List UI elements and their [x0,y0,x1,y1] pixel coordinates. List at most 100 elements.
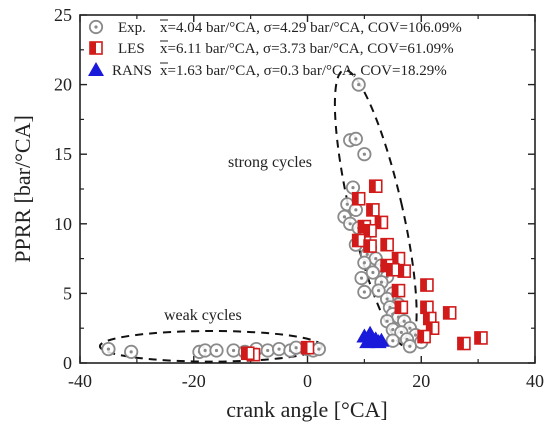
exp-point-dot [376,289,381,293]
legend-les-marker-fill [90,42,96,54]
les-point-fill [392,284,399,297]
x-axis-label: crank angle [°CA] [226,397,388,422]
les-point-fill [301,341,308,354]
exp-point-dot [317,347,321,351]
les-point [394,300,409,315]
exp-point-dot [294,346,298,350]
exp-point [357,255,372,270]
les-point [300,340,315,355]
exp-point-dot [402,319,406,323]
exp-point [226,343,241,358]
les-point [374,215,389,230]
exp-point-dot [362,261,366,265]
les-series [240,179,488,362]
les-point [366,203,380,217]
exp-point-dot [379,280,384,284]
exp-point [271,341,287,357]
legend-exp-stats: x=4.04 bar/°CA, σ=4.29 bar/°CA, COV=106.… [160,20,462,36]
les-point-fill [381,259,388,272]
exp-point-dot [357,83,361,87]
les-point [363,239,377,253]
les-point [240,346,255,361]
legend-exp-marker-dot [94,25,98,29]
y-tick-label: 25 [54,5,72,25]
les-point-fill [395,301,402,314]
exp-point [260,343,275,358]
exp-point [357,147,372,162]
exp-point-dot [345,202,349,206]
legend-entry-rans: RANS x=1.63 bar/°CA, σ=0.3 bar/°CA, COV=… [88,62,447,79]
les-point-fill [352,192,359,205]
les-point-fill [474,331,481,344]
les-point [391,283,406,298]
les-point [457,336,471,351]
exp-point-dot [413,333,418,337]
les-point-fill [381,238,388,251]
exp-point [371,283,386,298]
x-tick-label: -20 [182,371,206,391]
exp-point-dot [408,326,412,330]
les-point-fill [241,347,248,360]
les-point [417,329,431,344]
les-point-fill [375,216,382,229]
exp-point-dot [359,276,364,280]
legend-entry-exp: Exp. x=4.04 bar/°CA, σ=4.29 bar/°CA, COV… [88,19,462,36]
les-point-fill [364,224,371,237]
les-point-fill [366,203,373,216]
legend-rans-marker [88,62,104,76]
exp-point-dot [231,348,236,353]
exp-point-dot [385,319,389,323]
les-point [391,251,406,266]
rans-series [356,325,390,349]
exp-point-dot [129,350,133,354]
exp-point [351,77,366,92]
exp-point-dot [277,347,281,351]
les-point-fill [398,265,405,278]
les-point-fill [443,306,450,319]
exp-point-dot [391,339,395,343]
x-tick-label: 0 [303,371,312,391]
les-point-fill [352,234,359,247]
les-point [397,264,411,278]
les-point-fill [420,301,427,314]
exp-point-dot [391,327,395,332]
les-point-fill [364,240,371,253]
exp-point [124,344,139,359]
exp-point [354,270,369,286]
les-point [380,237,394,252]
y-axis-label: PPRR [bar/°CA] [10,115,35,263]
exp-point-dot [351,186,355,190]
exp-point-dot [106,347,111,351]
x-tick-label: 40 [526,371,544,391]
y-tick-label: 15 [54,144,72,164]
les-point-fill [420,279,427,292]
y-tick-label: 5 [63,283,72,303]
les-point-fill [457,337,464,350]
les-point [363,223,377,238]
exp-point-dot [354,137,358,141]
exp-point-dot [214,348,219,353]
exp-point-dot [348,222,352,226]
exp-point [357,284,372,300]
y-tick-label: 20 [54,75,72,95]
legend: Exp. x=4.04 bar/°CA, σ=4.29 bar/°CA, COV… [88,19,462,79]
y-tick-label: 0 [63,353,72,373]
legend-rans-stats: x=1.63 bar/°CA, σ=0.3 bar/°CA, COV=18.29… [160,63,447,79]
les-point [351,191,366,206]
exp-point [365,265,381,280]
exp-point-dot [365,252,369,257]
annotation-strong-cycles: strong cycles [228,154,312,171]
les-point-fill [418,330,425,343]
legend-entry-les: LES x=6.11 bar/°CA, σ=3.73 bar/°CA, COV=… [89,40,454,57]
exp-point [402,339,417,354]
exp-point-dot [266,348,270,353]
exp-point [101,341,116,357]
les-point-fill [358,220,365,233]
annotation-weak-cycles: weak cycles [164,307,242,324]
exp-point [385,333,400,348]
exp-point [209,343,224,358]
les-point-fill [369,180,376,193]
y-tick-label: 10 [54,214,72,234]
exp-point-dot [342,215,347,219]
